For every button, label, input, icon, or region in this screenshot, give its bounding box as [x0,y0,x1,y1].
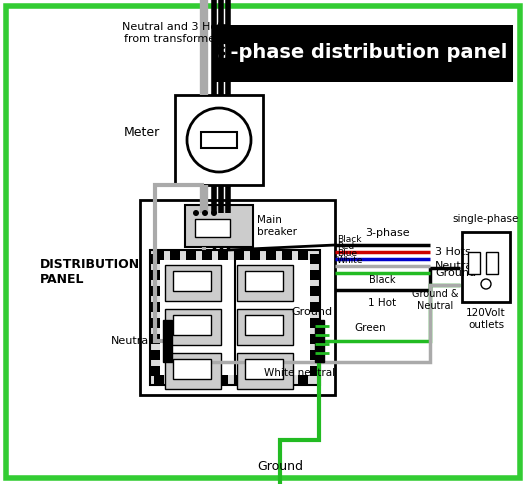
Text: Blue: Blue [337,249,357,258]
Bar [250,250,260,260]
Bar [150,250,320,385]
Text: White: White [337,256,363,265]
Text: Neutral: Neutral [435,261,477,271]
Bar [266,375,276,385]
Text: Black: Black [337,235,361,244]
Bar [175,95,263,185]
Circle shape [211,210,217,216]
Bar [150,318,160,328]
Bar [486,252,498,274]
Text: single-phase: single-phase [453,214,519,224]
Bar [150,302,160,312]
Text: 3 Hots: 3 Hots [435,247,471,257]
Bar [150,270,160,280]
Bar [310,286,320,296]
Bar [201,132,237,148]
Bar [310,350,320,360]
Bar [202,375,212,385]
Circle shape [193,210,199,216]
Text: 1 Hot: 1 Hot [368,298,396,308]
Text: Ground: Ground [435,268,476,278]
Circle shape [481,279,491,289]
Bar [140,200,335,395]
Circle shape [202,210,208,216]
Text: White neutral: White neutral [265,368,336,378]
Bar [234,250,244,260]
Bar [310,302,320,312]
Bar [298,250,308,260]
Bar [150,334,160,344]
Bar [237,353,293,389]
Bar [315,320,324,362]
Text: Ground &
Neutral: Ground & Neutral [412,289,458,311]
Bar [154,250,164,260]
Bar [165,353,221,389]
Bar [245,315,283,335]
Bar [170,375,180,385]
Circle shape [187,108,251,172]
Bar [150,350,160,360]
Text: Green: Green [354,323,386,333]
Bar [237,309,293,345]
Bar [250,375,260,385]
Bar [173,271,211,291]
Bar [245,359,283,379]
Bar [170,250,180,260]
Text: Ground: Ground [257,460,303,473]
Bar [282,250,292,260]
Bar [310,366,320,376]
Bar [218,250,228,260]
Bar [298,375,308,385]
Text: Black: Black [369,275,395,285]
Bar [237,265,293,301]
Bar [310,270,320,280]
Bar [160,260,310,375]
Text: Red: Red [337,242,354,251]
Bar [163,320,172,362]
Text: Main
breaker: Main breaker [257,215,297,237]
Bar [310,254,320,264]
Bar [186,250,196,260]
Text: Neutral: Neutral [110,336,152,346]
Bar [310,318,320,328]
Bar [468,252,480,274]
Bar [234,375,244,385]
Bar [462,232,510,302]
Bar [150,286,160,296]
Bar [266,250,276,260]
Bar [173,359,211,379]
Bar [310,334,320,344]
Text: Meter: Meter [124,125,160,138]
Bar [245,271,283,291]
Bar [165,265,221,301]
Bar [202,250,212,260]
Bar [173,315,211,335]
Text: DISTRIBUTION
PANEL: DISTRIBUTION PANEL [40,258,140,286]
Bar [150,254,160,264]
Bar [195,219,230,237]
Text: Ground: Ground [291,307,332,317]
Bar [186,375,196,385]
Text: Neutral and 3 Hots
from transformers: Neutral and 3 Hots from transformers [123,22,228,44]
Text: 120Volt
outlets: 120Volt outlets [466,308,506,330]
Text: 3-phase: 3-phase [366,228,410,238]
Bar [282,375,292,385]
Bar [154,375,164,385]
Text: 3-phase distribution panel: 3-phase distribution panel [217,44,507,62]
Bar [215,25,513,82]
Bar [185,205,253,247]
Bar [218,375,228,385]
Bar [165,309,221,345]
Bar [150,366,160,376]
